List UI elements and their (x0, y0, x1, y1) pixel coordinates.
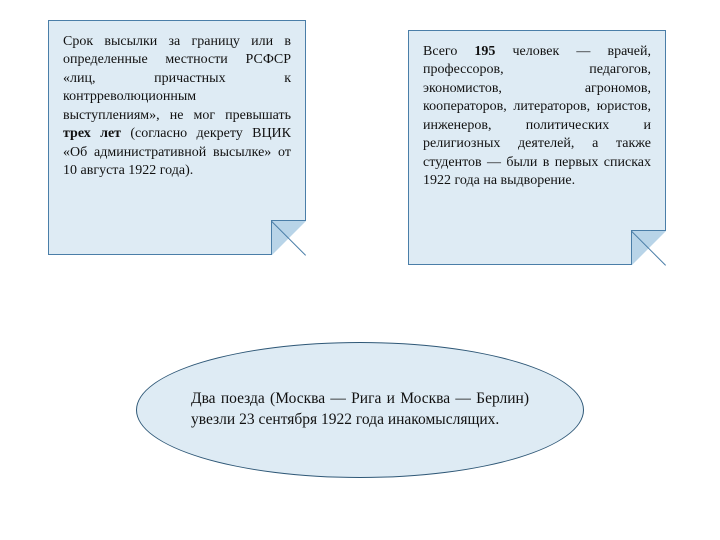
text-pre: Всего (423, 44, 474, 59)
ellipse-text: Два поезда (Москва — Рига и Москва — Бер… (191, 389, 529, 431)
page-fold-icon (632, 231, 666, 265)
fold-edge (631, 230, 666, 231)
text-pre: Срок высылки за границу или в определенн… (63, 34, 291, 123)
text-bold: 195 (474, 44, 495, 59)
fold-edge (271, 220, 272, 255)
note-card-left: Срок высылки за границу или в определенн… (48, 20, 306, 255)
fold-edge (271, 220, 306, 221)
page-fold-icon (272, 221, 306, 255)
note-card-left-text: Срок высылки за границу или в определенн… (63, 33, 291, 181)
text-post: человек — врачей, профессоров, педагогов… (423, 44, 651, 188)
fold-edge (631, 230, 632, 265)
note-card-right-text: Всего 195 человек — врачей, профессоров,… (423, 43, 651, 191)
slide-canvas: Срок высылки за границу или в определенн… (0, 0, 720, 540)
ellipse-callout: Два поезда (Москва — Рига и Москва — Бер… (136, 342, 584, 478)
note-card-right: Всего 195 человек — врачей, профессоров,… (408, 30, 666, 265)
text-bold: трех лет (63, 126, 121, 141)
